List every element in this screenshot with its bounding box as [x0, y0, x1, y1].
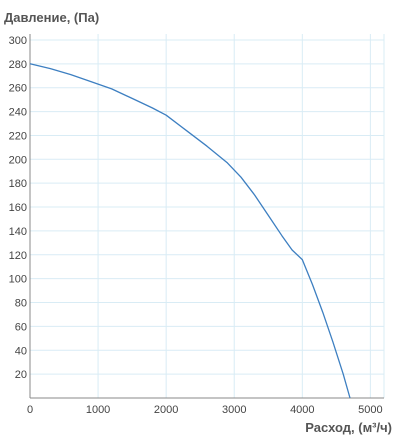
y-tick-label: 140 [9, 226, 27, 238]
y-tick-label: 120 [9, 250, 27, 262]
y-tick-label: 40 [15, 345, 27, 357]
y-tick-label: 20 [15, 369, 27, 381]
axes [29, 34, 384, 399]
x-tick-label: 0 [27, 404, 33, 416]
y-tick-label: 200 [9, 154, 27, 166]
y-tick-label: 300 [9, 35, 27, 47]
x-tick-label: 5000 [358, 404, 382, 416]
y-tick-label: 280 [9, 59, 27, 71]
grid [30, 34, 385, 398]
y-tick-label: 60 [15, 321, 27, 333]
y-tick-label: 160 [9, 202, 27, 214]
series [29, 63, 351, 399]
x-tick-label: 2000 [154, 404, 178, 416]
y-tick-label: 220 [9, 130, 27, 142]
y-axis-title: Давление, (Па) [4, 10, 99, 25]
x-tick-label: 3000 [222, 404, 246, 416]
y-tick-label: 240 [9, 107, 27, 119]
x-tick-label: 4000 [290, 404, 314, 416]
x-tick-label: 1000 [86, 404, 110, 416]
y-tick-label: 100 [9, 274, 27, 286]
x-axis-title: Расход, (м³/ч) [305, 420, 392, 435]
y-tick-label: 260 [9, 83, 27, 95]
y-tick-label: 80 [15, 298, 27, 310]
y-tick-label: 180 [9, 178, 27, 190]
series-line [29, 63, 351, 399]
plot-area [30, 34, 384, 398]
tick-labels: 20 40 60 80 100 120 140 160 180 200 220 240 260 280 30… [9, 35, 383, 416]
